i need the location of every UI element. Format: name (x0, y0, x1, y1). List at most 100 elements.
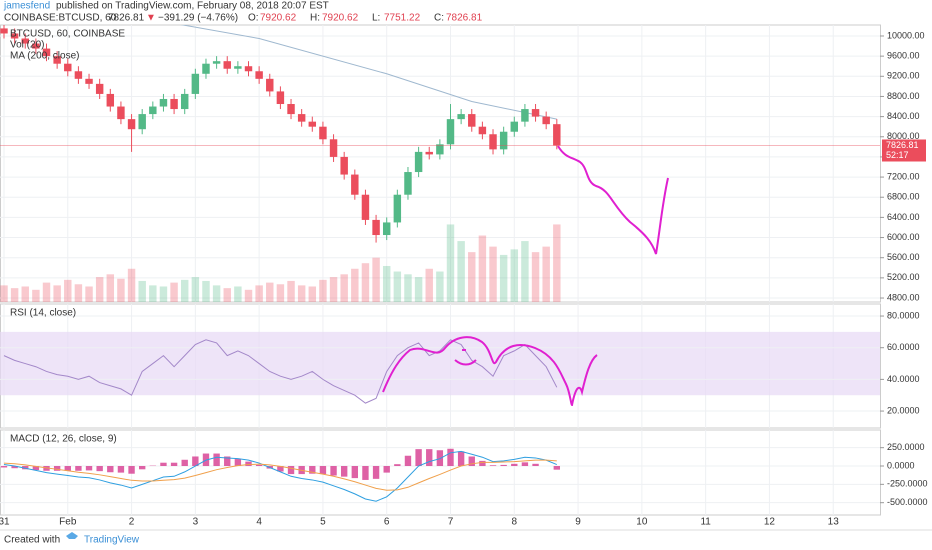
histogram-bar (319, 466, 327, 475)
candle-body (319, 126, 327, 140)
volume-bar (10, 288, 19, 302)
volume-bar (223, 288, 231, 302)
histogram-bar (340, 466, 348, 477)
last-price-box (882, 139, 926, 162)
ohlc-label: L: (372, 13, 380, 24)
volume-bar (436, 271, 444, 302)
y-tick-label: 8400.00 (887, 111, 920, 121)
drawing (454, 359, 477, 366)
candle-body (425, 151, 433, 155)
volume-bar (159, 286, 168, 302)
candle-body (351, 174, 359, 195)
volume-bar (404, 274, 412, 302)
candle-body (553, 124, 561, 146)
volume-bar (255, 285, 263, 302)
volume-bar (180, 279, 189, 302)
footer-created: Created with (4, 535, 60, 546)
volume-bar (542, 246, 550, 302)
volume-bar (510, 249, 519, 302)
candle-body (255, 71, 263, 79)
histogram-bar (521, 462, 529, 467)
candle-body (499, 131, 508, 150)
y-tick-label: 8800.00 (887, 91, 920, 101)
symbol: COINBASE:BTCUSD, 60 (4, 13, 117, 24)
change: −391.29 (−4.76%) (158, 13, 238, 24)
volume-bar (319, 279, 327, 302)
y-tick-label: 250.0000 (887, 442, 925, 452)
volume-bar (149, 285, 157, 302)
volume-bar (244, 289, 253, 302)
y-tick-label: 8000.00 (887, 131, 920, 141)
volume-bar (53, 285, 61, 302)
volume-bar (489, 246, 497, 302)
footer-brand: TradingView (84, 535, 140, 546)
volume-bar (266, 282, 274, 302)
x-tick-label: 13 (828, 517, 840, 528)
histogram-bar (234, 459, 242, 467)
histogram-bar (255, 464, 263, 467)
volume-bar (382, 265, 391, 302)
candle-body (478, 126, 487, 135)
candle-body (489, 134, 497, 150)
last: 7826.81 (108, 13, 145, 24)
histogram-bar (468, 456, 475, 467)
ohlc-value: 7920.62 (260, 13, 297, 24)
candle-body (117, 106, 125, 120)
volume-bar (170, 282, 178, 302)
candle-body (510, 121, 519, 132)
volume-bar (127, 268, 136, 302)
candle-body (266, 78, 274, 92)
countdown: 52:17 (886, 150, 909, 160)
candle-body (138, 114, 146, 130)
volume-bar (42, 282, 51, 302)
x-tick-label: 5 (320, 517, 326, 528)
x-tick-label: 31 (0, 517, 10, 528)
candle-body (212, 61, 221, 64)
candle-body (202, 63, 210, 74)
histogram-bar (553, 466, 560, 470)
volume-bar (478, 235, 487, 302)
volume-bar (191, 277, 200, 302)
volume-bar (446, 224, 455, 302)
candle-body (382, 222, 391, 236)
histogram-bar (383, 466, 390, 473)
volume-bar (276, 284, 285, 302)
candle-body (0, 28, 8, 34)
candle-body (531, 109, 540, 117)
y-tick-label: 10000.00 (887, 30, 925, 40)
candle-body (149, 106, 157, 115)
candle-body (64, 63, 72, 72)
histogram-bar (213, 453, 220, 467)
candle-body (521, 109, 529, 122)
y-tick-label: 60.0000 (887, 342, 920, 352)
y-tick-label: 4800.00 (887, 292, 920, 302)
volume-bar (521, 241, 529, 302)
histogram-bar (75, 466, 82, 471)
histogram-bar (139, 466, 146, 470)
candle-body (329, 139, 338, 157)
volume-bar (308, 286, 317, 302)
histogram-bar (404, 455, 412, 467)
histogram-bar (309, 466, 316, 474)
y-tick-label: 6800.00 (887, 192, 920, 202)
candle-body (95, 83, 104, 94)
drawing (382, 336, 598, 407)
candle-body (32, 43, 40, 49)
author: jamesfend (3, 1, 50, 12)
histogram-bar (160, 462, 167, 467)
volume-bar (21, 286, 29, 302)
volume-bar (212, 285, 221, 302)
volume-bar (202, 280, 210, 302)
histogram-bar (277, 466, 284, 472)
histogram-bar (43, 466, 50, 471)
y-tick-label: 20.0000 (887, 405, 920, 415)
histogram-bar (32, 466, 40, 471)
y-tick-label: 9200.00 (887, 71, 920, 81)
y-tick-label: 0.0000 (887, 460, 915, 470)
published: published on TradingView.com, February 0… (56, 1, 329, 12)
volume-bar (106, 274, 115, 302)
x-tick-label: 12 (764, 517, 776, 528)
histogram-bar (0, 466, 8, 468)
candle-body (21, 38, 29, 44)
